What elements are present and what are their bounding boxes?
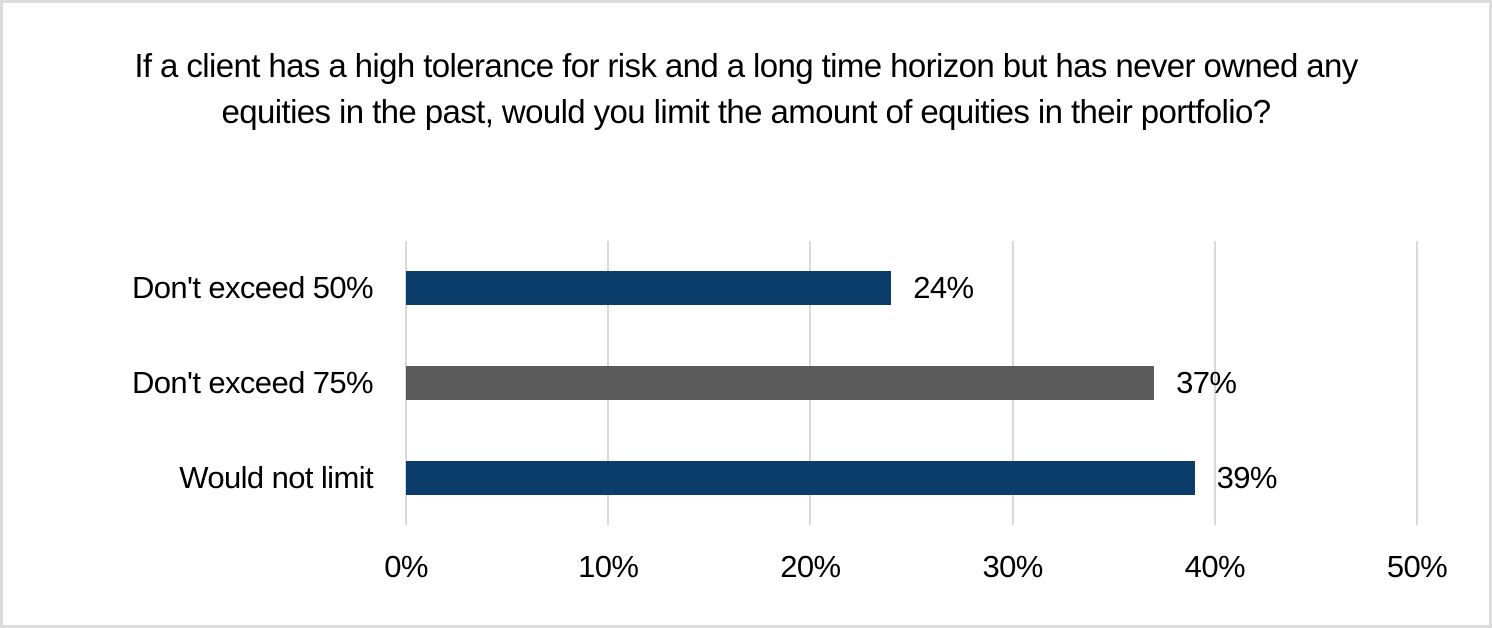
value-label: 24% bbox=[913, 270, 974, 306]
plot-area: 24% 37% 39% bbox=[405, 241, 1418, 525]
value-label: 39% bbox=[1216, 459, 1278, 495]
x-tick-label: 50% bbox=[1386, 549, 1448, 584]
bar-row: 37% bbox=[406, 336, 1417, 431]
bar-don-t-exceed-50- bbox=[406, 271, 892, 306]
category-label: Don't exceed 75% bbox=[131, 365, 374, 400]
category-label: Don't exceed 50% bbox=[131, 270, 374, 306]
bar-row: 39% bbox=[406, 430, 1417, 525]
x-tick-label: 30% bbox=[982, 549, 1043, 584]
x-tick-label: 0% bbox=[384, 549, 428, 584]
x-tick-label: 20% bbox=[780, 549, 841, 584]
x-tick-label: 10% bbox=[578, 549, 639, 584]
chart-title: If a client has a high tolerance for ris… bbox=[134, 47, 1358, 130]
x-tick-label: 40% bbox=[1184, 549, 1246, 584]
bar-don-t-exceed-75- bbox=[406, 365, 1155, 400]
gridline bbox=[1416, 241, 1418, 525]
category-label: Would not limit bbox=[179, 459, 373, 495]
value-label: 37% bbox=[1176, 364, 1237, 400]
gridline bbox=[1213, 241, 1216, 525]
bar-row: 24% bbox=[406, 241, 1417, 336]
bar-would-not-limit bbox=[406, 460, 1195, 495]
